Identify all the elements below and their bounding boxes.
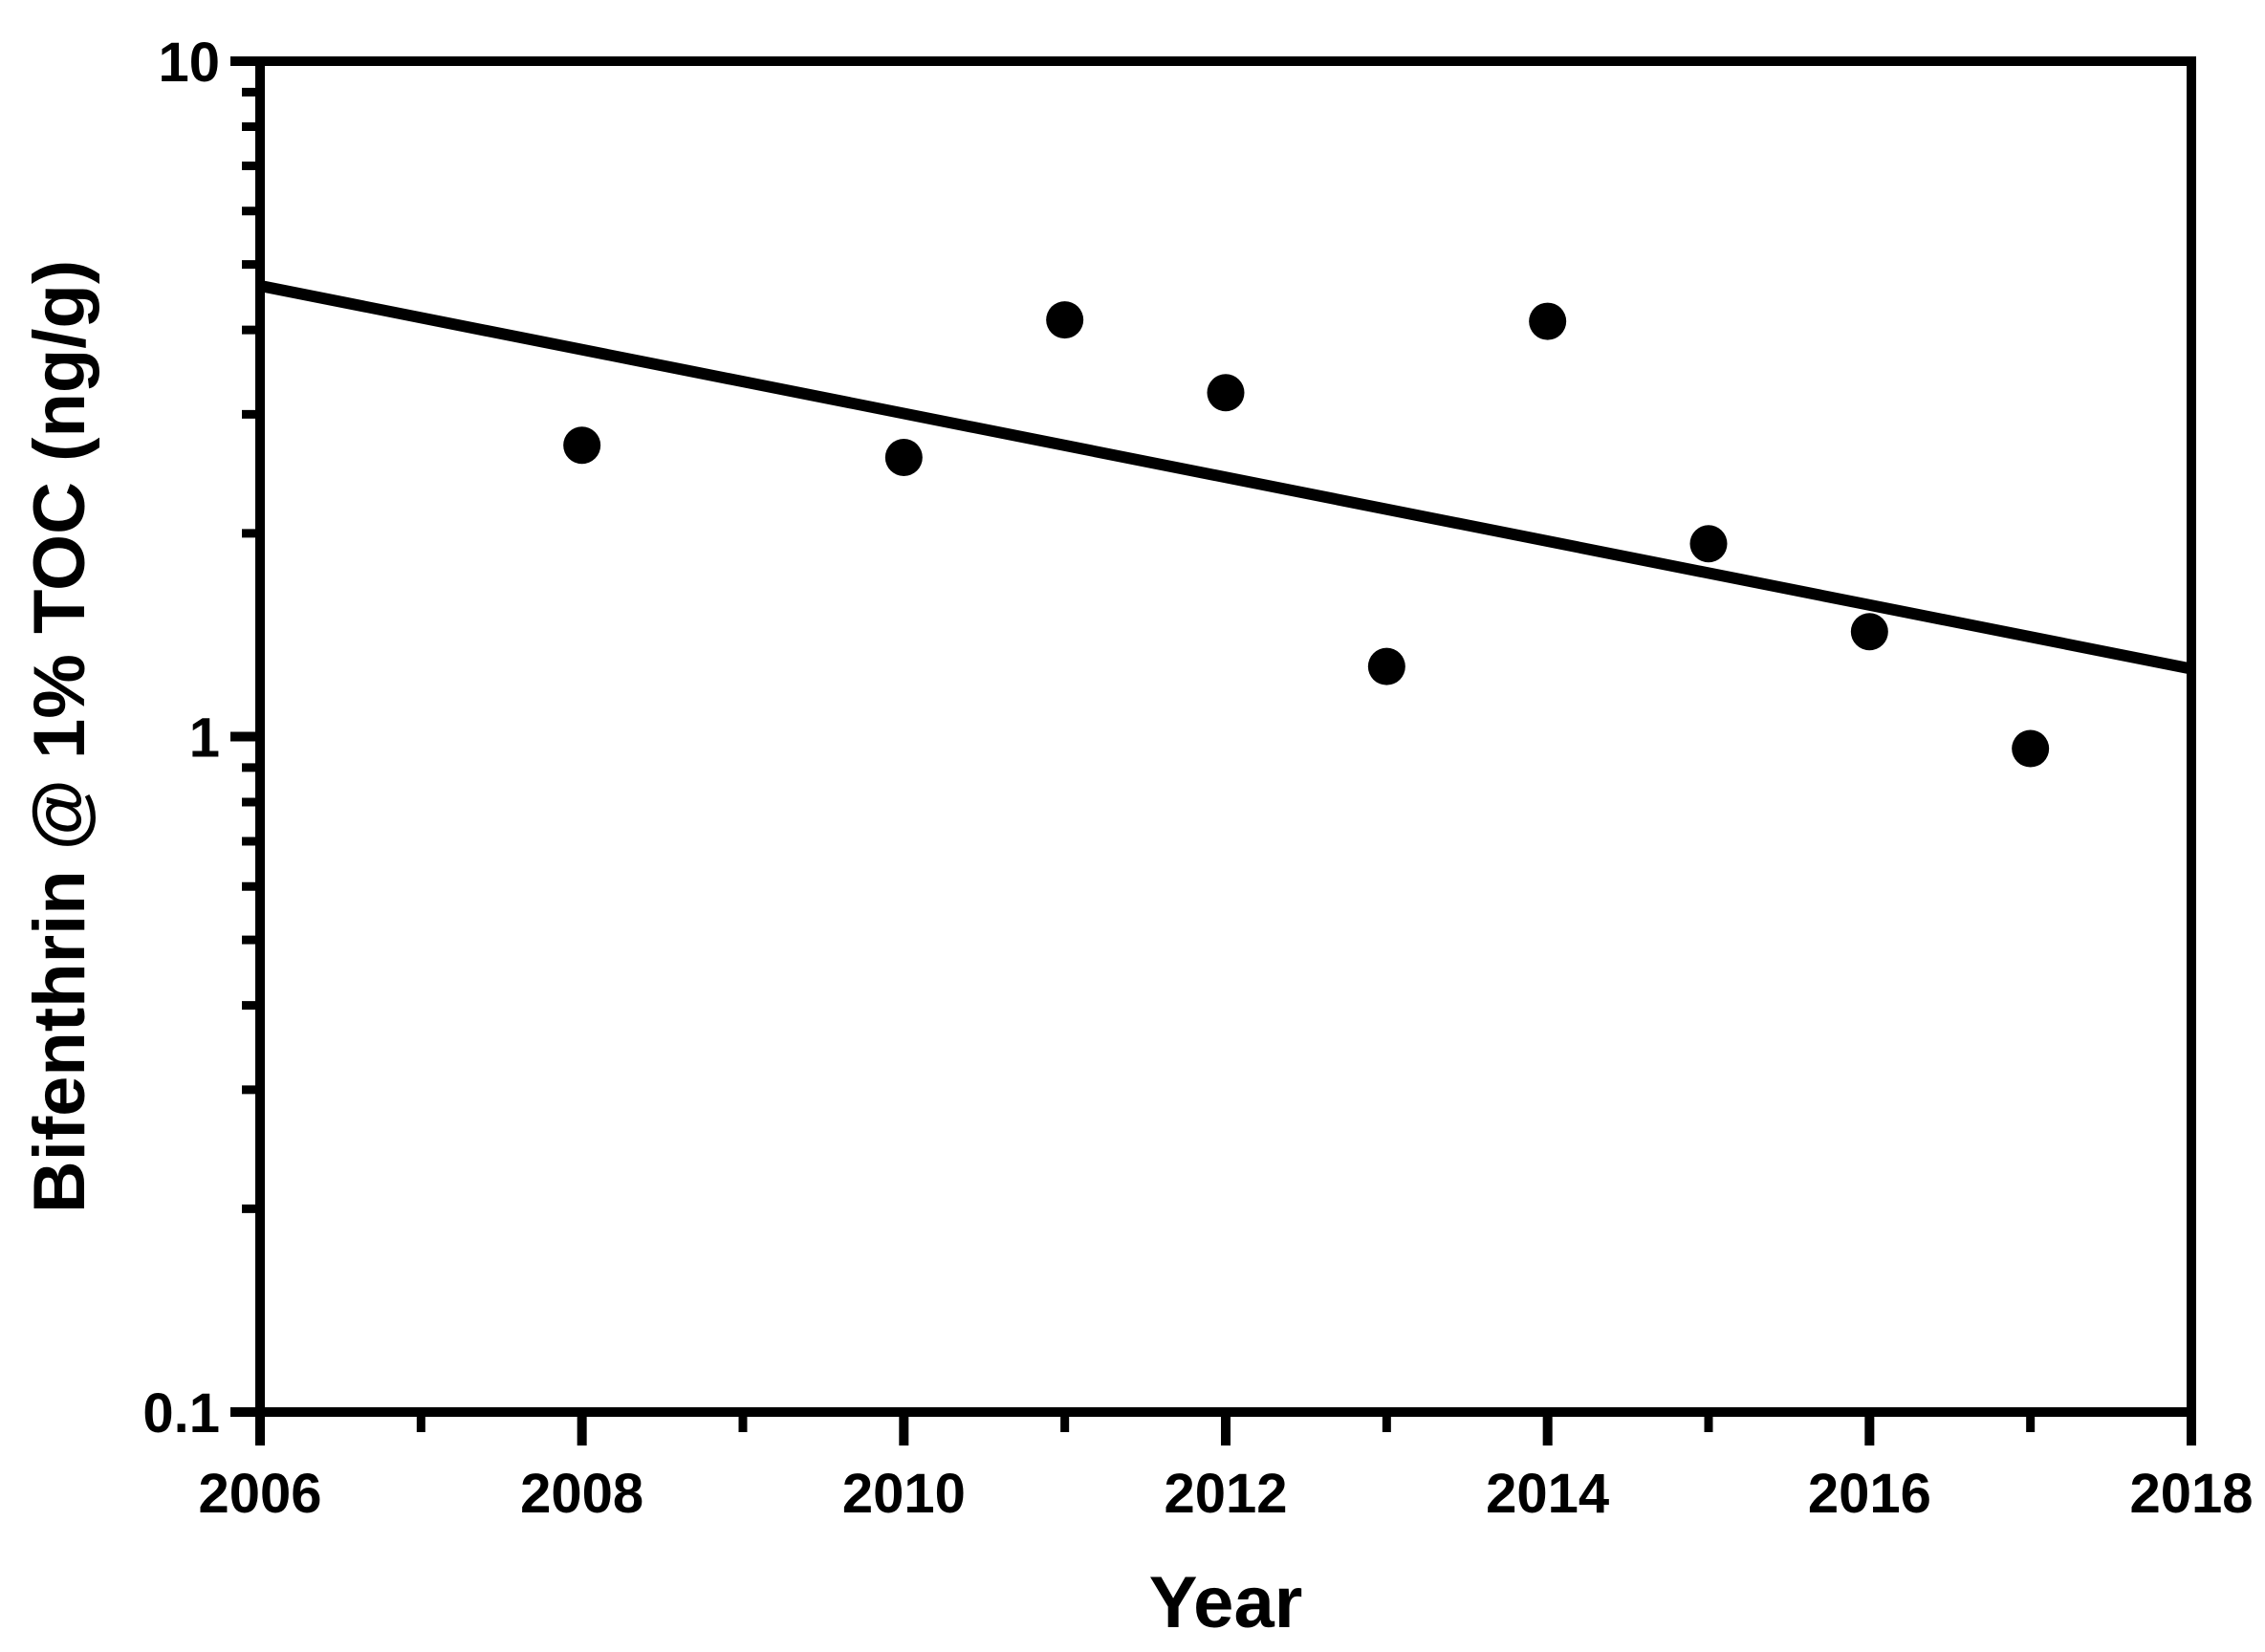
y-tick-label: 10 — [158, 32, 220, 94]
x-tick-label: 2008 — [520, 1463, 643, 1525]
x-tick-label: 2010 — [842, 1463, 966, 1525]
x-tick-label: 2012 — [1164, 1463, 1287, 1525]
x-tick-label: 2016 — [1808, 1463, 1931, 1525]
data-point — [1689, 525, 1728, 563]
data-point — [1529, 302, 1567, 340]
data-point — [1367, 647, 1405, 685]
data-point — [884, 439, 923, 477]
x-tick-label: 2018 — [2129, 1463, 2253, 1525]
data-point — [563, 426, 601, 465]
x-tick-label: 2006 — [198, 1463, 321, 1525]
data-point — [1207, 374, 1245, 412]
data-point — [2012, 729, 2050, 768]
y-tick-label: 0.1 — [142, 1382, 220, 1445]
y-axis-title: Bifenthrin @ 1% TOC (ng/g) — [19, 260, 100, 1213]
data-point — [1850, 613, 1888, 651]
trend-line — [258, 280, 2193, 675]
plot-area: 2006 2008 2010 2012 2014 2016 2018 0.1 1 10 — [142, 32, 2253, 1525]
x-tick-label: 2014 — [1486, 1463, 1609, 1525]
y-tick-label: 1 — [189, 706, 220, 769]
data-point — [1046, 301, 1084, 339]
plot-frame — [255, 56, 2196, 1417]
x-axis-title: Year — [1149, 1562, 1303, 1643]
